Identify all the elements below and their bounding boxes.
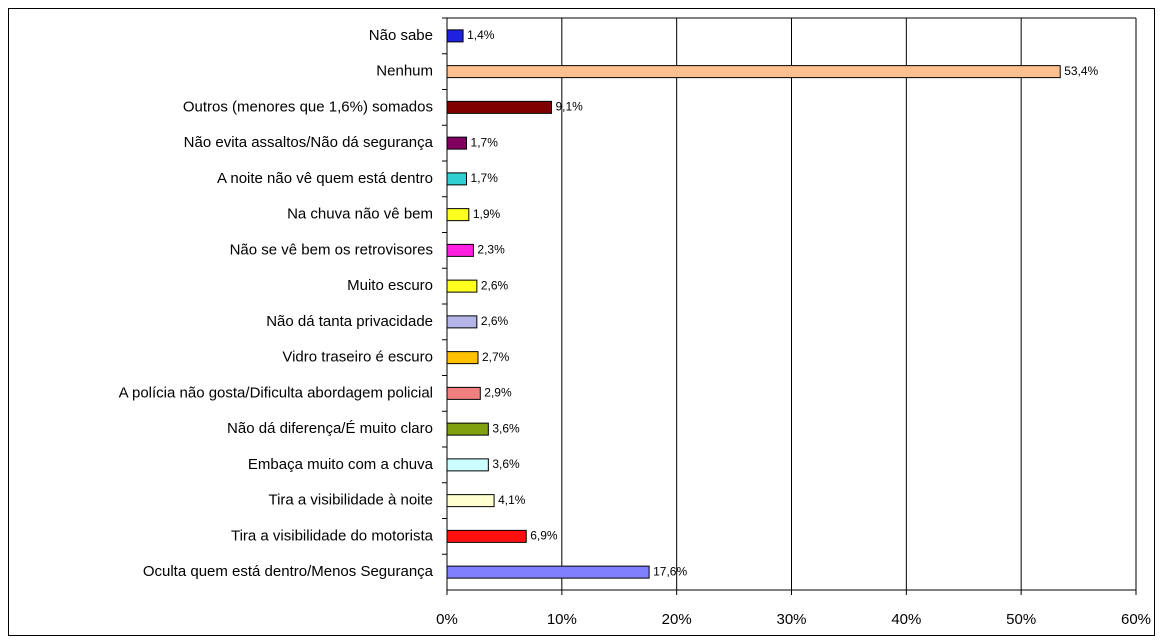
x-tick-label: 10% (547, 611, 577, 628)
y-tick-label: Não dá tanta privacidade (266, 313, 433, 330)
y-tick-label: Muito escuro (347, 277, 433, 294)
y-tick-label: A polícia não gosta/Dificulta abordagem … (119, 384, 433, 401)
bar (446, 565, 650, 579)
y-tick-label: Tira a visibilidade do motorista (231, 527, 434, 544)
bar (446, 315, 478, 329)
bar (446, 529, 527, 543)
x-tick-label: 60% (1121, 611, 1151, 628)
x-tick-label: 50% (1006, 611, 1036, 628)
value-label: 2,6% (481, 278, 509, 292)
value-label: 1,9% (473, 207, 501, 221)
bar (446, 351, 479, 365)
y-tick-label: Vidro traseiro é escuro (282, 349, 433, 366)
y-tick-label: Nenhum (376, 63, 433, 80)
value-label: 1,7% (471, 171, 499, 185)
value-label: 2,9% (484, 386, 512, 400)
value-label: 2,3% (477, 243, 505, 257)
bar (446, 29, 464, 43)
y-tick-label: Na chuva não vê bem (287, 206, 433, 223)
value-label: 4,1% (498, 493, 526, 507)
y-tick-label: A noite não vê quem está dentro (217, 170, 433, 187)
y-tick-label: Embaça muito com a chuva (248, 456, 434, 473)
value-label: 1,4% (467, 28, 495, 42)
x-tick-label: 30% (776, 611, 806, 628)
y-tick-label: Não se vê bem os retrovisores (230, 241, 433, 258)
y-tick-label: Outros (menores que 1,6%) somados (183, 98, 433, 115)
value-label: 6,9% (530, 529, 558, 543)
bar (446, 458, 489, 472)
y-tick-label: Oculta quem está dentro/Menos Segurança (143, 563, 434, 580)
bar (446, 279, 478, 293)
value-label: 9,1% (555, 100, 583, 114)
y-tick-label: Não sabe (369, 27, 433, 44)
value-label: 3,6% (492, 457, 520, 471)
bar (446, 65, 1061, 79)
bar (446, 494, 495, 508)
bar (446, 172, 468, 186)
x-tick-label: 20% (662, 611, 692, 628)
bar (446, 208, 470, 222)
y-tick-label: Não evita assaltos/Não dá segurança (184, 134, 434, 151)
x-tick-label: 40% (891, 611, 921, 628)
bar (446, 100, 552, 114)
bar (446, 243, 474, 257)
bar (446, 386, 481, 400)
value-label: 3,6% (492, 421, 520, 435)
value-label: 53,4% (1064, 64, 1098, 78)
chart-border (8, 8, 1155, 636)
value-label: 1,7% (471, 135, 499, 149)
value-label: 2,7% (482, 350, 510, 364)
value-label: 2,6% (481, 314, 509, 328)
y-tick-label: Não dá diferença/É muito claro (227, 420, 433, 437)
bar (446, 422, 489, 436)
x-tick-label: 0% (436, 611, 458, 628)
bar (446, 136, 468, 150)
y-tick-label: Tira a visibilidade à noite (268, 492, 433, 509)
value-label: 17,6% (653, 564, 687, 578)
